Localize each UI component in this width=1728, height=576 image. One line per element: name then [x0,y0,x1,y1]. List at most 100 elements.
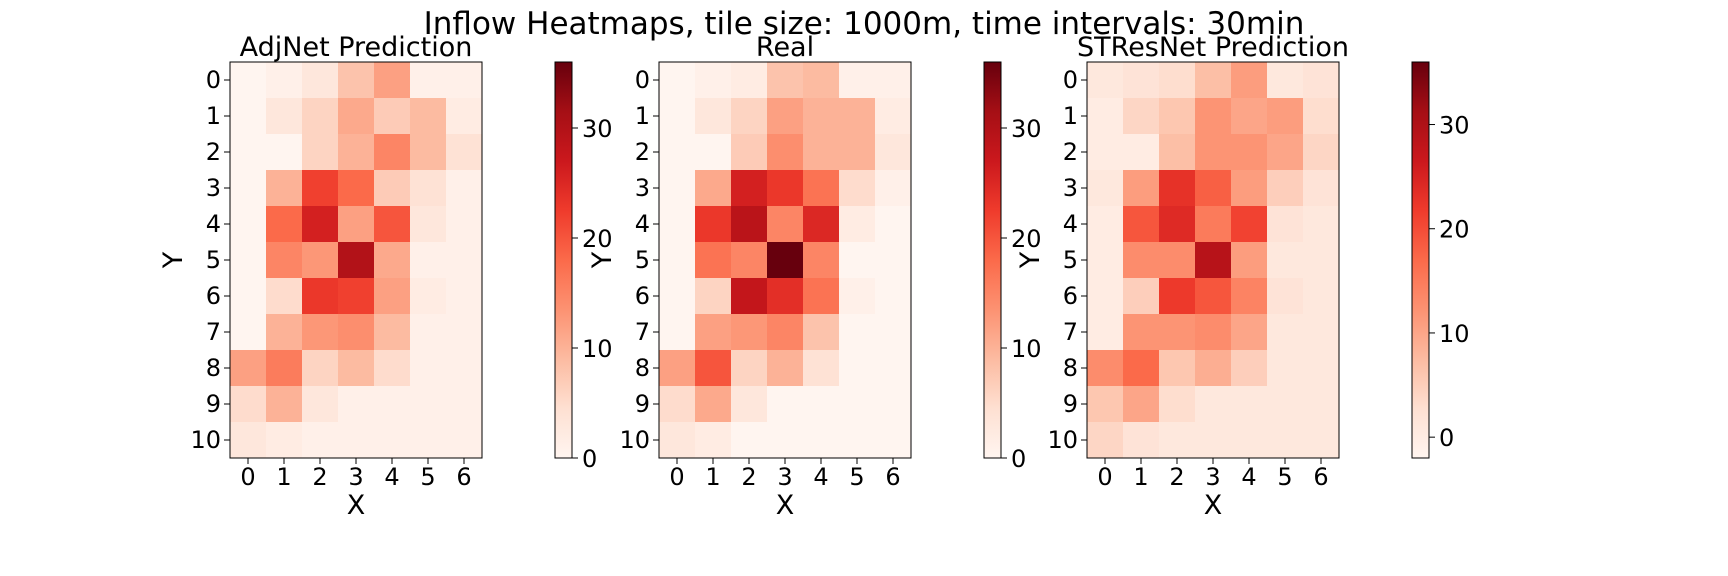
figure-title: Inflow Heatmaps, tile size: 1000m, time … [424,6,1305,42]
heatmap-cell [767,98,804,135]
heatmap-cell [1087,170,1124,207]
heatmap-cell [230,386,267,423]
heatmap-cell [1123,242,1160,279]
heatmap-cell [875,278,912,315]
heatmap-cell [731,62,768,99]
y-tick-label: 7 [1063,318,1078,346]
heatmap-cell [266,242,303,279]
heatmap-cell [1123,386,1160,423]
panel-title: AdjNet Prediction [240,32,473,63]
heatmap-cell [230,206,267,243]
heatmap-cell [338,314,375,351]
heatmap-cell [446,98,483,135]
heatmap-cell [410,278,447,315]
heatmap-cell [302,98,339,135]
heatmap-cell [230,98,267,135]
colorbar-tick-label: 20 [1439,216,1470,244]
heatmap-cell [230,62,267,99]
heatmap-cell [1195,314,1232,351]
heatmap-cell [1087,206,1124,243]
heatmap-cell [1087,278,1124,315]
heatmap-cell [446,314,483,351]
heatmap-cell [875,170,912,207]
y-tick-label: 4 [635,210,650,238]
colorbar-tick-label: 0 [1011,445,1026,473]
heatmap-cell [1231,350,1268,387]
heatmap-cell [695,422,732,459]
x-tick-label: 2 [1169,463,1184,491]
heatmap-cell [839,386,876,423]
heatmap-cell [1267,98,1304,135]
heatmap-cell [803,314,840,351]
heatmap-cell [1303,98,1340,135]
heatmap-cell [230,278,267,315]
heatmap-cell [1267,350,1304,387]
heatmap-cell [695,386,732,423]
heatmap-cell [1159,62,1196,99]
panel-title: Real [756,32,814,63]
heatmap-cell [374,278,411,315]
heatmap-cell [659,62,696,99]
x-axis-label: X [776,490,795,521]
heatmap-cell [338,170,375,207]
heatmap-cell [731,242,768,279]
heatmap-cell [803,350,840,387]
heatmap-cell [446,350,483,387]
colorbar [1412,62,1429,458]
heatmap-cell [875,422,912,459]
y-tick-label: 2 [635,138,650,166]
x-axis-label: X [1204,490,1223,521]
heatmap-cell [302,206,339,243]
heatmap-cell [803,62,840,99]
heatmap-cell [839,422,876,459]
x-tick-label: 4 [813,463,828,491]
heatmap-cell [302,314,339,351]
y-tick-label: 0 [206,66,221,94]
y-tick-label: 3 [1063,174,1078,202]
y-axis-label: Y [587,251,618,269]
heatmap-cell [839,62,876,99]
heatmap-cell [1231,314,1268,351]
heatmap-cell [839,170,876,207]
heatmap-cell [1195,386,1232,423]
x-tick-label: 3 [777,463,792,491]
heatmap-cell [1159,98,1196,135]
heatmap-cell [374,98,411,135]
heatmap-cell [1267,422,1304,459]
y-tick-label: 7 [635,318,650,346]
heatmap-cell [839,134,876,171]
heatmap-cell [731,134,768,171]
heatmap-cell [266,62,303,99]
heatmap-cell [1159,422,1196,459]
heatmap-cell [338,98,375,135]
colorbar-tick-label: 0 [582,445,597,473]
colorbar-tick-label: 20 [1011,225,1042,253]
heatmap-cell [1087,242,1124,279]
heatmap-cell [374,170,411,207]
heatmap-cell [803,386,840,423]
x-tick-label: 3 [348,463,363,491]
heatmap-cell [803,98,840,135]
heatmap-cell [410,62,447,99]
heatmap-cell [266,386,303,423]
colorbar-frame [554,61,573,459]
heatmap-cell [410,350,447,387]
heatmap-cell [1195,206,1232,243]
heatmap-cell [659,98,696,135]
colorbar-tick-label: 10 [582,335,613,363]
heatmap-cell [410,242,447,279]
heatmap-cell [338,242,375,279]
colorbar [984,62,1001,458]
heatmap-cell [1159,314,1196,351]
x-tick-label: 2 [312,463,327,491]
heatmap-cell [338,350,375,387]
heatmap-cell [1195,134,1232,171]
heatmap-cell [767,134,804,171]
heatmap-cell [731,170,768,207]
heatmap-cell [1087,350,1124,387]
heatmap-cell [1303,62,1340,99]
colorbar-tick-label: 20 [582,225,613,253]
heatmap-cell [1159,170,1196,207]
